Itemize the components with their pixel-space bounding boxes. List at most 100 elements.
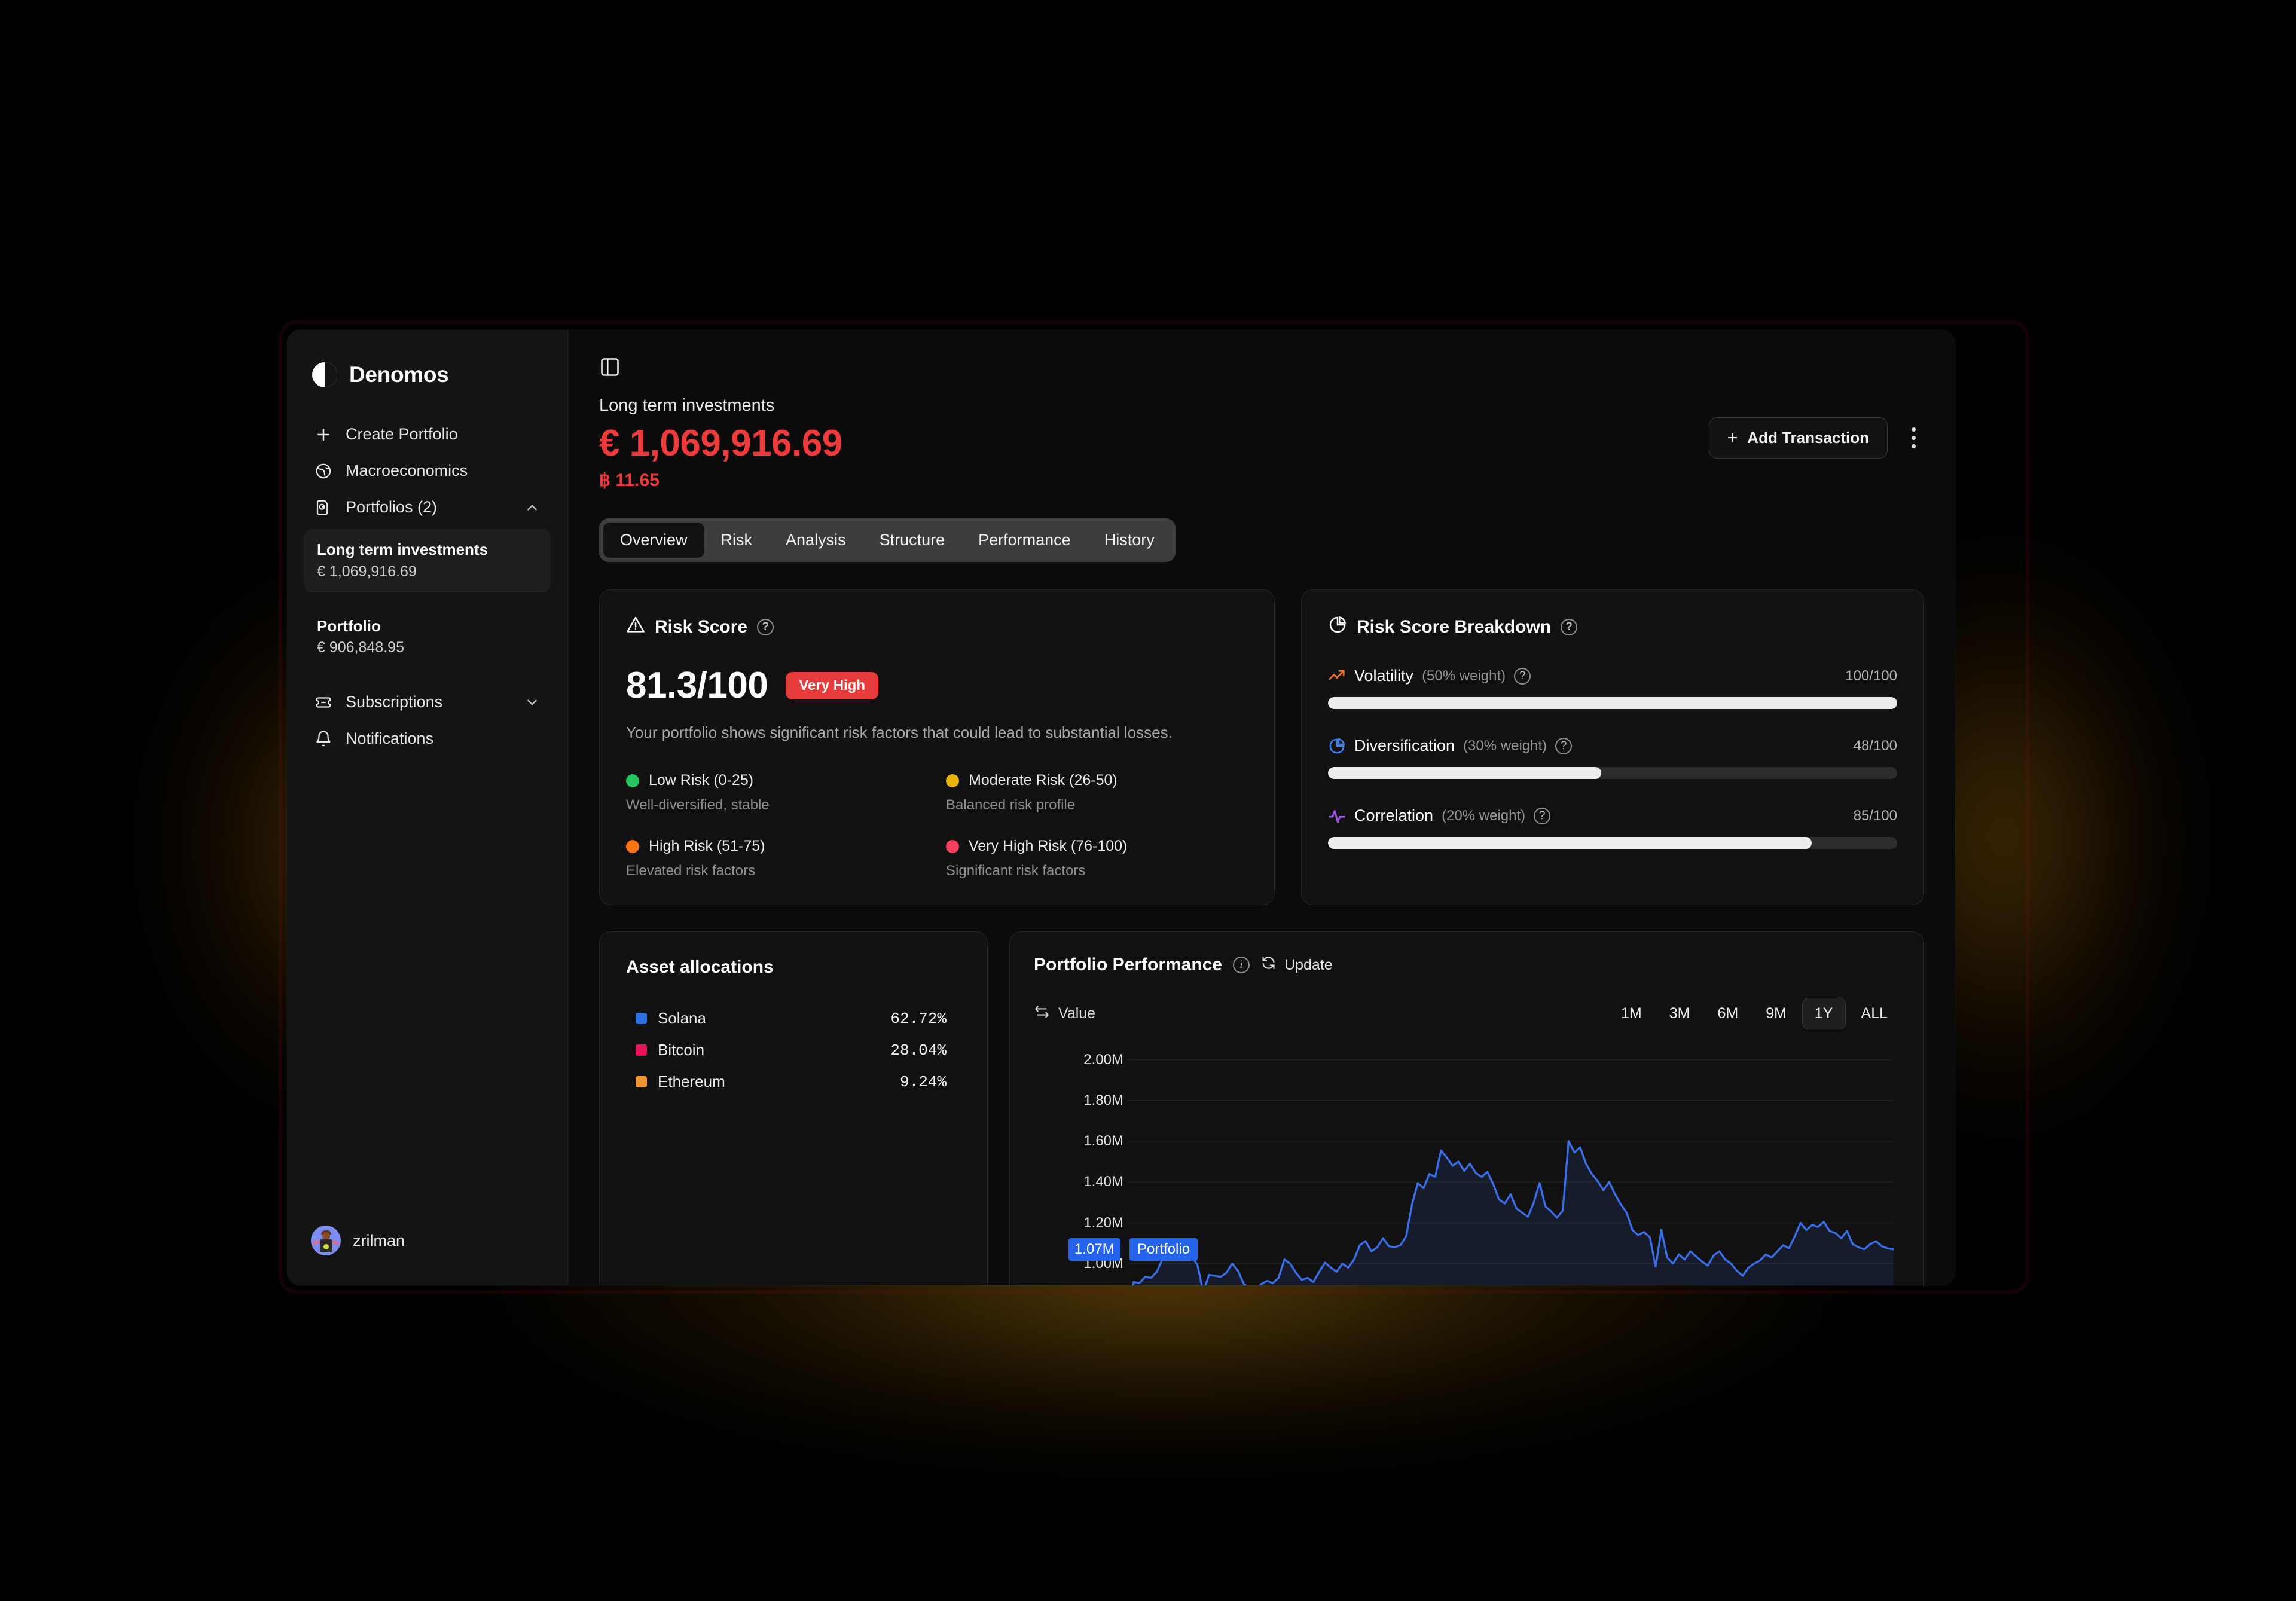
sidebar-item-label: Macroeconomics bbox=[346, 462, 468, 479]
pie-chart-icon bbox=[1328, 615, 1347, 639]
breakdown-row-volatility: Volatility (50% weight) ? 100/100 bbox=[1328, 667, 1897, 710]
chart-y-tick: 1.20M bbox=[1083, 1214, 1123, 1231]
risk-legend-sub: Balanced risk profile bbox=[946, 797, 1076, 814]
top-cards-row: Risk Score ? 81.3/100 Very High Your por… bbox=[599, 589, 1924, 906]
ticket-icon bbox=[315, 693, 332, 711]
sidebar-item-notifications[interactable]: Notifications bbox=[304, 720, 551, 757]
user-profile[interactable]: zrilman bbox=[287, 1226, 567, 1285]
asset-percent: 62.72% bbox=[890, 1009, 947, 1028]
breakdown-row-correlation: Correlation (20% weight) ? 85/100 bbox=[1328, 806, 1897, 850]
portfolio-item-long-term-investments[interactable]: Long term investments € 1,069,916.69 bbox=[304, 529, 551, 592]
page-header: Long term investments € 1,069,916.69 ฿ 1… bbox=[599, 396, 1924, 491]
list-item[interactable]: Solana 62.72% bbox=[626, 1003, 961, 1034]
sidebar-item-macroeconomics[interactable]: Macroeconomics bbox=[304, 453, 551, 489]
portfolio-btc-value: ฿ 11.65 bbox=[599, 470, 660, 491]
panel-left-icon[interactable] bbox=[599, 356, 621, 378]
legend-swatch-icon bbox=[636, 1044, 647, 1056]
breakdown-name: Volatility bbox=[1354, 667, 1414, 685]
tab-history[interactable]: History bbox=[1104, 531, 1155, 549]
asset-percent: 9.24% bbox=[899, 1073, 947, 1091]
sidebar-item-label: Portfolios (2) bbox=[346, 498, 438, 516]
alert-triangle-icon bbox=[626, 615, 645, 639]
list-item[interactable]: Bitcoin 28.04% bbox=[626, 1034, 961, 1066]
activity-icon bbox=[1328, 807, 1346, 825]
tab-analysis[interactable]: Analysis bbox=[786, 531, 846, 549]
legend-swatch-icon bbox=[636, 1013, 647, 1025]
range-1y[interactable]: 1Y bbox=[1802, 998, 1846, 1030]
portfolio-item-portfolio[interactable]: Portfolio € 906,848.95 bbox=[304, 606, 551, 669]
risk-legend-item-moderate: Moderate Risk (26-50) Balanced risk prof… bbox=[946, 772, 1248, 814]
question-mark-icon[interactable]: ? bbox=[1514, 667, 1531, 685]
user-name: zrilman bbox=[353, 1231, 405, 1249]
risk-breakdown-card-title: Risk Score Breakdown ? bbox=[1328, 615, 1897, 639]
asset-name: Ethereum bbox=[658, 1073, 725, 1091]
portfolio-item-value: € 1,069,916.69 bbox=[317, 563, 417, 580]
chart-series-tag: Portfolio bbox=[1129, 1238, 1198, 1261]
question-mark-icon[interactable]: ? bbox=[1534, 807, 1551, 824]
list-item[interactable]: Ethereum 9.24% bbox=[626, 1066, 961, 1098]
time-range-group: 1M 3M 6M 9M 1Y ALL bbox=[1609, 998, 1900, 1030]
portfolio-icon bbox=[315, 499, 332, 517]
legend-swatch-icon bbox=[636, 1076, 647, 1088]
range-3m[interactable]: 3M bbox=[1669, 1005, 1690, 1022]
main-content: Long term investments € 1,069,916.69 ฿ 1… bbox=[568, 330, 1955, 1285]
risk-score-description: Your portfolio shows significant risk fa… bbox=[626, 723, 1173, 742]
kebab-menu-icon[interactable] bbox=[1903, 421, 1924, 454]
question-mark-icon[interactable]: ? bbox=[1555, 737, 1573, 754]
breakdown-progress-fill bbox=[1328, 697, 1897, 710]
risk-legend-sub: Significant risk factors bbox=[946, 863, 1086, 879]
question-mark-icon[interactable]: ? bbox=[1561, 619, 1578, 636]
breakdown-weight: (30% weight) bbox=[1463, 737, 1547, 754]
range-all[interactable]: ALL bbox=[1861, 1005, 1888, 1022]
sidebar-item-label: Notifications bbox=[346, 729, 434, 747]
chart-y-tick: 1.40M bbox=[1083, 1174, 1123, 1190]
sidebar-item-subscriptions[interactable]: Subscriptions bbox=[304, 684, 551, 720]
tab-risk[interactable]: Risk bbox=[720, 531, 753, 549]
risk-legend-label: Very High Risk (76-100) bbox=[969, 838, 1128, 855]
chart-svg bbox=[1128, 1059, 1895, 1285]
sidebar: Denomos Create Portfolio Macroeconomics bbox=[287, 330, 568, 1285]
tab-overview[interactable]: Overview bbox=[603, 523, 704, 558]
chart-line bbox=[1132, 1140, 1895, 1285]
breakdown-value: 100/100 bbox=[1845, 667, 1897, 684]
breakdown-progress-fill bbox=[1328, 837, 1812, 850]
risk-legend-sub: Well-diversified, stable bbox=[626, 797, 770, 814]
range-1m[interactable]: 1M bbox=[1620, 1005, 1642, 1022]
performance-title: Portfolio Performance bbox=[1034, 955, 1223, 975]
risk-legend-item-high: High Risk (51-75) Elevated risk factors bbox=[626, 838, 928, 879]
tab-structure[interactable]: Structure bbox=[879, 531, 945, 549]
pie-chart-icon bbox=[1328, 737, 1346, 755]
sidebar-item-create-portfolio[interactable]: Create Portfolio bbox=[304, 416, 551, 453]
sidebar-item-label: Create Portfolio bbox=[346, 425, 458, 443]
add-transaction-label: Add Transaction bbox=[1747, 429, 1869, 447]
legend-dot-icon bbox=[946, 774, 959, 787]
chevron-down-icon[interactable] bbox=[524, 695, 540, 710]
add-transaction-button[interactable]: + Add Transaction bbox=[1708, 417, 1888, 459]
breakdown-name: Diversification bbox=[1354, 737, 1455, 755]
chart-area-fill bbox=[1133, 1141, 1894, 1285]
legend-dot-icon bbox=[946, 839, 959, 853]
value-metric-label: Value bbox=[1058, 1005, 1096, 1022]
range-6m[interactable]: 6M bbox=[1717, 1005, 1739, 1022]
update-button[interactable]: Update bbox=[1260, 955, 1333, 975]
sidebar-item-portfolios[interactable]: Portfolios (2) bbox=[304, 489, 551, 525]
risk-legend-label: Moderate Risk (26-50) bbox=[969, 772, 1118, 789]
legend-dot-icon bbox=[626, 774, 639, 787]
breakdown-name: Correlation bbox=[1354, 806, 1434, 825]
breakdown-progress-track bbox=[1328, 767, 1897, 780]
info-icon[interactable]: i bbox=[1233, 957, 1250, 974]
asset-allocations-list: Solana 62.72% Bitcoin 28.04% Ethereum 9.… bbox=[626, 1003, 961, 1098]
tab-performance[interactable]: Performance bbox=[978, 531, 1071, 549]
question-mark-icon[interactable]: ? bbox=[757, 619, 774, 636]
chevron-up-icon[interactable] bbox=[524, 500, 540, 515]
risk-score-value: 81.3/100 bbox=[626, 665, 768, 707]
value-metric-selector[interactable]: Value bbox=[1034, 1004, 1095, 1024]
chart-y-tick: 1.60M bbox=[1083, 1133, 1123, 1150]
plus-icon: + bbox=[1727, 427, 1738, 448]
range-9m[interactable]: 9M bbox=[1766, 1005, 1787, 1022]
risk-breakdown-card: Risk Score Breakdown ? Volatility (50% w… bbox=[1301, 589, 1924, 906]
globe-icon bbox=[315, 462, 332, 480]
portfolio-item-name: Long term investments bbox=[317, 540, 488, 558]
risk-score-title-text: Risk Score bbox=[655, 617, 748, 637]
